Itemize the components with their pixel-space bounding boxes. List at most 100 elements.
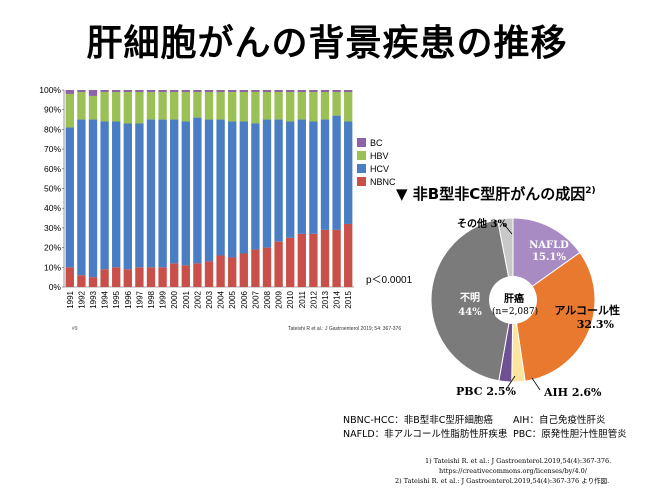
bar-segment-nbnc-1994 — [100, 269, 109, 287]
references: 1) Tateishi R. et al.: J Gastroenterol.2… — [395, 456, 611, 486]
x-tick-label: 2015 — [344, 290, 353, 308]
x-tick-label: 2003 — [205, 290, 214, 308]
bar-segment-nbnc-2002 — [193, 263, 202, 287]
page-title: 肝細胞がんの背景疾患の推移 — [86, 23, 568, 64]
bar-segment-hcv-1998 — [146, 119, 156, 268]
bar-segment-hbv-2001 — [181, 91, 190, 122]
bar-segment-bc-1999 — [158, 90, 167, 92]
y-tick-label: 0% — [49, 282, 62, 292]
pie-title-text: ▼ 非B型非C型肝がんの成因 — [396, 185, 586, 203]
x-tick-label: 1996 — [124, 290, 133, 308]
bar-segment-nbnc-2004 — [216, 255, 225, 287]
x-tick-label: 2007 — [251, 290, 260, 308]
x-tick-label: 2005 — [228, 290, 237, 308]
bar-segment-bc-1997 — [135, 90, 144, 92]
reference-2: 2) Tateishi R. et al.: J Gastroenterol.2… — [395, 477, 610, 485]
pie-label-unknown-value: 44% — [458, 307, 482, 318]
legend-label-nbnc: NBNC — [370, 176, 396, 187]
x-tick-label: 2012 — [309, 290, 318, 308]
bar-segment-hbv-2011 — [297, 91, 306, 120]
pie-slice-アルコール性 — [512, 251, 596, 382]
abbreviation-row-1: NBNC-HCC：非B型非C型肝細胞癌 AIH：自己免疫性肝炎 — [343, 414, 627, 428]
x-tick-label: 1994 — [101, 290, 110, 308]
bar-segment-nbnc-2000 — [170, 263, 179, 287]
x-tick-label: 2008 — [263, 290, 272, 308]
y-tick-label: 60% — [44, 164, 61, 174]
bar-segment-hbv-2009 — [274, 91, 283, 120]
bar-segment-bc-1994 — [100, 90, 109, 92]
bar-segment-bc-2010 — [286, 90, 295, 92]
legend-item-nbnc: NBNC — [357, 175, 396, 188]
bar-segment-hbv-1998 — [146, 91, 156, 120]
bar-segment-hcv-2004 — [216, 119, 225, 256]
x-tick-label: 2014 — [333, 290, 342, 308]
pie-label-unknown: 不明 44% — [455, 292, 485, 320]
bar-segment-hbv-1997 — [135, 91, 144, 124]
bar-segment-bc-1996 — [123, 90, 132, 92]
bar-segment-hbv-2008 — [262, 91, 272, 120]
legend-swatch-hbv — [357, 151, 366, 160]
reference-1a: 1) Tateishi R. et al.: J Gastroenterol.2… — [425, 457, 612, 465]
bar-legend: BC HBV HCV NBNC — [357, 136, 396, 188]
y-tick-label: 10% — [44, 262, 61, 272]
bar-segment-nbnc-2008 — [262, 247, 272, 287]
pie-chart — [430, 217, 596, 383]
pie-label-pbc-value: 2.5% — [486, 385, 516, 398]
bar-segment-hcv-1995 — [112, 121, 121, 268]
x-tick-label: 2013 — [321, 290, 330, 308]
y-tick-label: 100% — [39, 85, 61, 95]
bar-segment-hbv-1996 — [123, 91, 132, 124]
pie-label-alcohol-name: アルコール性 — [554, 304, 620, 317]
x-tick-label: 2002 — [193, 290, 202, 308]
bar-segment-hbv-1999 — [158, 91, 167, 120]
legend-item-hcv: HCV — [357, 162, 396, 175]
x-tick-label: 1992 — [77, 290, 86, 308]
legend-label-bc: BC — [370, 137, 383, 148]
bar-segment-bc-2004 — [216, 90, 225, 92]
bar-segment-hcv-1992 — [77, 119, 86, 276]
p-value-annotation: p＜0.0001 — [366, 275, 413, 286]
bar-segment-bc-1991 — [65, 90, 74, 94]
bar-segment-hcv-2002 — [193, 117, 202, 264]
pie-label-aih: AIH 2.6% — [544, 386, 602, 399]
bar-segment-bc-2002 — [193, 90, 202, 92]
bar-segment-hbv-2004 — [216, 91, 225, 120]
abbr-nbnc: NBNC-HCC：非B型非C型肝細胞癌 — [343, 415, 493, 426]
x-tick-label: 2004 — [217, 290, 226, 308]
pie-label-unknown-name: 不明 — [460, 293, 480, 304]
bar-segment-hcv-1993 — [88, 119, 98, 278]
bar-segment-hcv-2006 — [239, 121, 248, 254]
bar-segment-nbnc-2001 — [181, 265, 190, 287]
bar-segment-hbv-2013 — [320, 91, 330, 120]
x-tick-label: 2009 — [275, 290, 284, 308]
bar-segment-bc-2008 — [262, 90, 272, 92]
pie-center-label: 肝癌 (n=2,087) — [492, 294, 538, 318]
bar-segment-nbnc-1999 — [158, 267, 167, 287]
bar-chart-citation: Tateishi R et al.: J Gastroenterol 2019;… — [288, 326, 402, 332]
bar-segment-nbnc-2012 — [309, 233, 318, 287]
x-tick-label: 2001 — [182, 290, 191, 308]
bar-segment-hbv-1995 — [112, 91, 121, 122]
bar-segment-nbnc-1997 — [135, 267, 144, 287]
abbr-nafld: NAFLD：非アルコール性脂肪性肝疾患 — [343, 429, 508, 440]
bar-segment-bc-2005 — [228, 90, 237, 92]
bar-segment-bc-2000 — [170, 90, 179, 92]
figure-number: #9 — [72, 326, 78, 332]
pie-label-nafld: NAFLD 15.1% — [527, 240, 571, 264]
bar-segment-bc-2013 — [320, 90, 330, 92]
bar-segment-hcv-2013 — [320, 119, 330, 230]
bar-segment-bc-2009 — [274, 90, 283, 92]
bar-segment-hbv-2012 — [309, 91, 318, 122]
bar-segment-nbnc-2006 — [239, 253, 248, 287]
legend-swatch-nbnc — [357, 177, 366, 186]
x-tick-label: 1991 — [66, 290, 75, 308]
bar-segment-nbnc-2010 — [286, 237, 295, 287]
y-tick-label: 90% — [44, 105, 61, 115]
abbr-aih: AIH：自己免疫性肝炎 — [513, 415, 606, 426]
bar-segment-bc-2011 — [297, 90, 306, 92]
pie-label-nafld-name: NAFLD — [529, 240, 569, 251]
bar-segment-bc-2015 — [344, 90, 353, 92]
bar-segment-nbnc-2011 — [297, 233, 306, 287]
bar-segment-bc-1993 — [88, 90, 98, 96]
bar-segment-hbv-1991 — [65, 93, 74, 128]
